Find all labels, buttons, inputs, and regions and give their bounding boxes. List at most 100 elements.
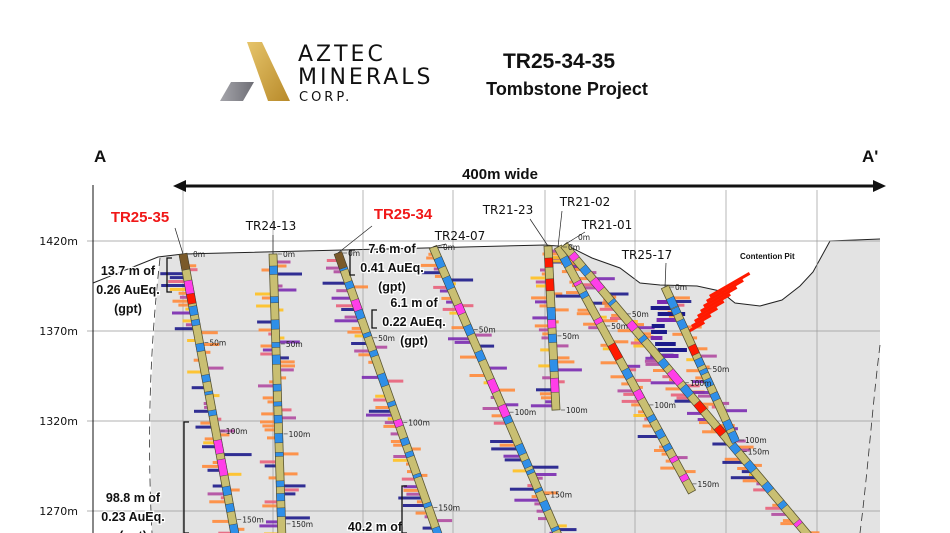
assay-bar (634, 323, 644, 327)
assay-bar (358, 353, 371, 357)
assay-bar (422, 271, 441, 275)
page-title: TR25-34-35 (503, 50, 615, 73)
assay-bar (753, 488, 766, 492)
assay-bar (227, 472, 242, 476)
drill-hole-segment (559, 255, 573, 269)
assay-bar (194, 409, 209, 413)
assay-bar (654, 449, 666, 452)
drill-hole-segment (269, 265, 278, 275)
drill-hole-segment (568, 251, 580, 263)
drill-hole-segment (276, 493, 285, 502)
intercept-bracket (371, 309, 377, 329)
assay-bar (632, 320, 638, 323)
assay-bar (212, 461, 218, 464)
assay-bar (469, 374, 485, 377)
assay-bar (390, 432, 399, 436)
assay-bar (742, 479, 759, 483)
assay-bar (592, 301, 609, 305)
assay-bar (264, 500, 277, 504)
drill-hole-segment (698, 367, 709, 376)
intercept-text: 0.23 AuEq. (101, 510, 164, 524)
drill-hole-segment (693, 400, 708, 414)
assay-bar (645, 335, 654, 339)
assay-bar (375, 406, 389, 409)
assay-bar (535, 473, 557, 476)
contention-pit-label: Contention Pit (740, 252, 795, 261)
drill-hole-segment (621, 367, 634, 381)
drill-hole-segment (533, 486, 544, 494)
assay-bar (264, 464, 276, 468)
elevation-labels: 1420m 1370m 1320m 1270m (39, 235, 78, 518)
assay-bar (406, 462, 409, 466)
drill-hole-segment (201, 373, 211, 383)
assay-bar (688, 321, 706, 333)
drill-hole-segment (722, 418, 734, 432)
assay-bar (341, 308, 355, 311)
assay-bar (261, 268, 270, 272)
assay-bar (725, 409, 747, 413)
assay-bar (543, 491, 558, 495)
width-arrow (173, 180, 886, 192)
assay-bar (172, 299, 188, 303)
intercept-text: 0.26 AuEq. (96, 283, 159, 297)
drill-hole-segment (657, 357, 670, 370)
assay-bar (661, 452, 668, 456)
assay-bar (630, 341, 643, 345)
assay-bar (208, 366, 224, 370)
drill-hole-segment (354, 308, 366, 321)
assay-bar (285, 516, 310, 520)
assay-bar (433, 285, 447, 289)
assay-bar (561, 270, 568, 274)
drill-hole-segment (271, 354, 281, 365)
assay-bar (262, 348, 273, 352)
assay-bar (675, 300, 692, 303)
assay-bar (333, 270, 341, 274)
drill-hole-segment (548, 333, 557, 343)
assay-bar (220, 433, 230, 437)
assay-bar (383, 424, 396, 428)
drill-hole-segment (589, 276, 605, 293)
assay-bar (204, 437, 214, 441)
assay-bar (686, 369, 700, 373)
assay-bar (539, 392, 552, 396)
depth-label: 50m (632, 310, 649, 319)
assay-bar (514, 498, 539, 502)
intercept-text: 6.1 m of (390, 296, 438, 310)
assay-bar (283, 472, 298, 476)
assay-bar (462, 304, 474, 308)
assay-bar (326, 266, 340, 270)
assay-bar (600, 361, 618, 365)
assay-bar (724, 457, 741, 461)
assay-bar (185, 323, 193, 327)
assay-bar (697, 300, 725, 318)
drill-hole-segment (743, 459, 757, 474)
assay-bar (267, 400, 274, 404)
drill-hole-segment (550, 377, 560, 393)
assay-bar (583, 322, 597, 326)
assay-bar (540, 348, 550, 352)
assay-bar (278, 284, 283, 288)
assay-bar (448, 337, 469, 341)
assay-bar (224, 453, 252, 457)
hole-label: TR21-23 (482, 203, 534, 217)
assay-bar (280, 364, 295, 368)
assay-bar (577, 308, 589, 312)
assay-bar (267, 436, 275, 440)
assay-bar (732, 439, 746, 443)
assay-bar (420, 263, 437, 267)
assay-bar (617, 389, 633, 393)
assay-bar (282, 416, 296, 420)
assay-bar (722, 401, 730, 405)
assay-bar (691, 314, 712, 328)
assay-bar (536, 388, 551, 392)
drill-hole-segment (188, 305, 199, 317)
assay-bar (810, 531, 820, 533)
assay-bar (702, 430, 717, 434)
assay-bar (393, 455, 407, 458)
assay-bar (366, 413, 392, 417)
assay-bar (642, 424, 652, 428)
hole-label: TR25-34 (374, 206, 433, 223)
assay-bar (749, 473, 754, 477)
depth-label: 50m (562, 332, 579, 341)
assay-bar (657, 312, 686, 316)
